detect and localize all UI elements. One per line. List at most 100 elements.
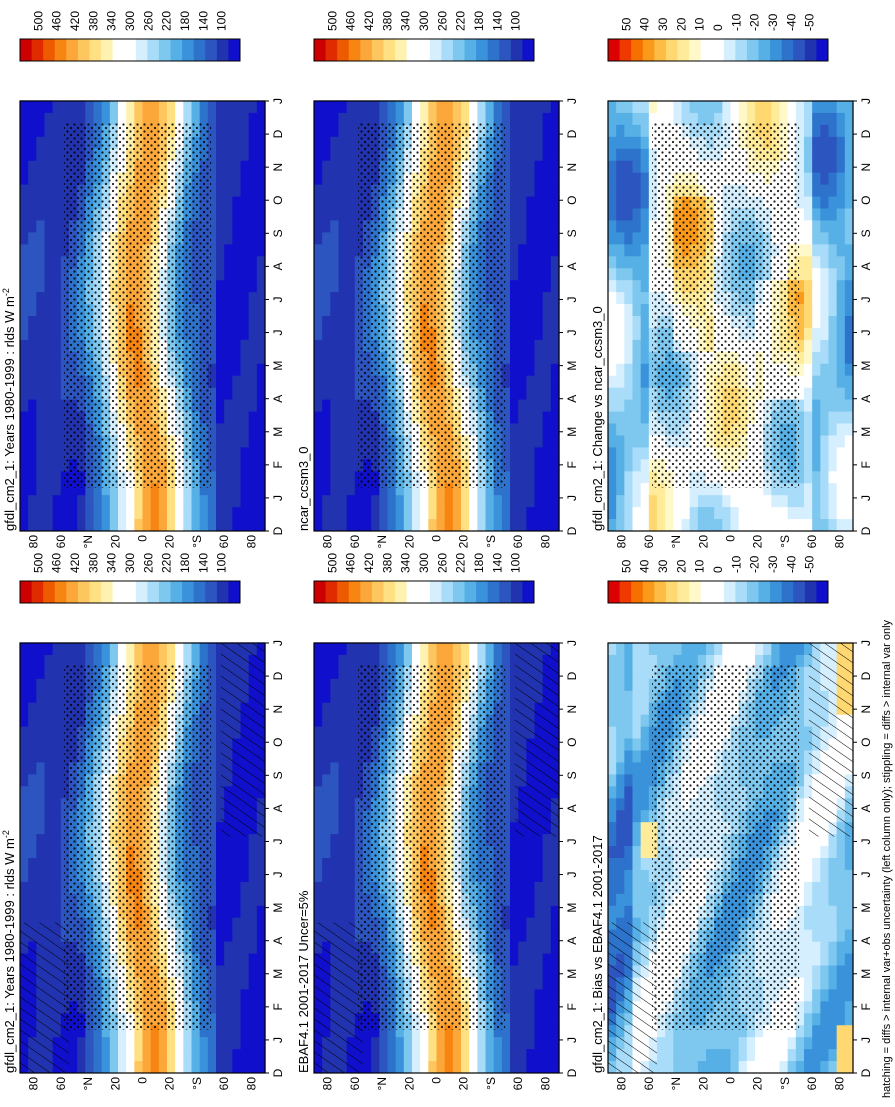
heat-cell (322, 160, 331, 173)
heat-cell (518, 208, 527, 221)
heat-cell (486, 100, 495, 113)
heat-cell (330, 642, 339, 655)
heat-cell (526, 292, 535, 305)
heat-cell (330, 834, 339, 847)
heat-cell (388, 507, 397, 520)
heat-cell (216, 1001, 225, 1014)
heat-cell (118, 1060, 127, 1073)
heat-cell (232, 208, 241, 221)
heat-cell (428, 1049, 437, 1062)
heat-cell (412, 642, 421, 655)
heat-cell (347, 471, 356, 484)
heat-cell (518, 160, 527, 173)
heat-cell (20, 857, 29, 870)
heat-cell (322, 256, 331, 269)
heat-cell (232, 136, 241, 149)
heat-cell (330, 786, 339, 799)
heat-cell (232, 447, 241, 460)
heat-cell (159, 507, 168, 520)
colorbar-swatch (101, 581, 113, 603)
heat-cell (241, 423, 250, 436)
colorbar-label: 260 (435, 11, 449, 31)
heat-cell (20, 196, 29, 209)
heat-cell (216, 953, 225, 966)
heat-cell (314, 869, 323, 882)
heat-cell (36, 810, 45, 823)
heat-cell (543, 124, 552, 137)
heat-cell (339, 483, 348, 496)
heat-cell (502, 100, 511, 113)
heat-cell (216, 435, 225, 448)
heat-cell (216, 977, 225, 990)
heat-cell (347, 714, 356, 727)
heat-cell (339, 786, 348, 799)
heat-cell (216, 172, 225, 185)
heat-cell (339, 172, 348, 185)
heat-cell (36, 220, 45, 233)
heat-cell (183, 1060, 192, 1073)
heat-cell (330, 315, 339, 328)
heat-cell (20, 881, 29, 894)
heat-cell (363, 1037, 372, 1050)
heat-cell (535, 172, 544, 185)
heat-cell (241, 124, 250, 137)
heat-cell (347, 208, 356, 221)
heat-cell (257, 495, 266, 508)
heat-cell (510, 399, 519, 412)
heat-cell (322, 435, 331, 448)
heat-cell (330, 471, 339, 484)
colorbar-label: 100 (509, 11, 523, 31)
heat-cell (232, 268, 241, 281)
heat-cell (535, 857, 544, 870)
heat-cell (192, 100, 201, 113)
heat-cell (543, 208, 552, 221)
heat-cell (526, 471, 535, 484)
heat-cell (216, 857, 225, 870)
heat-cell (330, 387, 339, 400)
heat-cell (314, 327, 323, 340)
heat-cell (314, 244, 323, 257)
heat-cell (396, 507, 405, 520)
heat-cell (232, 857, 241, 870)
heat-cell (224, 1037, 233, 1050)
heat-cell (314, 518, 323, 531)
heat-cell (224, 124, 233, 137)
heat-cell (224, 1025, 233, 1038)
month-label: N (565, 163, 579, 172)
heat-cell (494, 1049, 503, 1062)
heat-cell (314, 375, 323, 388)
heat-cell (690, 1049, 699, 1062)
heat-cell (322, 857, 331, 870)
colorbar-label: 260 (141, 11, 155, 31)
heat-cell (518, 1025, 527, 1038)
heat-cell (518, 268, 527, 281)
heat-cell (322, 411, 331, 424)
heat-cell (845, 1025, 854, 1038)
heat-cell (143, 642, 152, 655)
heat-cell (535, 483, 544, 496)
heat-cell (445, 495, 454, 508)
heat-cell (257, 399, 266, 412)
heat-cell (224, 375, 233, 388)
heat-cell (535, 1013, 544, 1026)
heat-cell (216, 112, 225, 125)
heat-cell (224, 977, 233, 990)
heat-cell (20, 714, 29, 727)
heat-cell (322, 822, 331, 835)
heat-cell (45, 184, 54, 197)
heat-cell (330, 810, 339, 823)
heat-cell (469, 1060, 478, 1073)
heat-cell (53, 678, 62, 691)
heat-cell (53, 798, 62, 811)
heat-cell (829, 1013, 838, 1026)
heat-cell (232, 917, 241, 930)
heat-cell (224, 136, 233, 149)
heat-cell (526, 423, 535, 436)
heat-cell (314, 315, 323, 328)
heat-cell (53, 435, 62, 448)
month-label: A (565, 395, 579, 403)
heat-cell (126, 1060, 135, 1073)
heat-cell (518, 495, 527, 508)
heat-cell (330, 112, 339, 125)
heat-cell (20, 786, 29, 799)
